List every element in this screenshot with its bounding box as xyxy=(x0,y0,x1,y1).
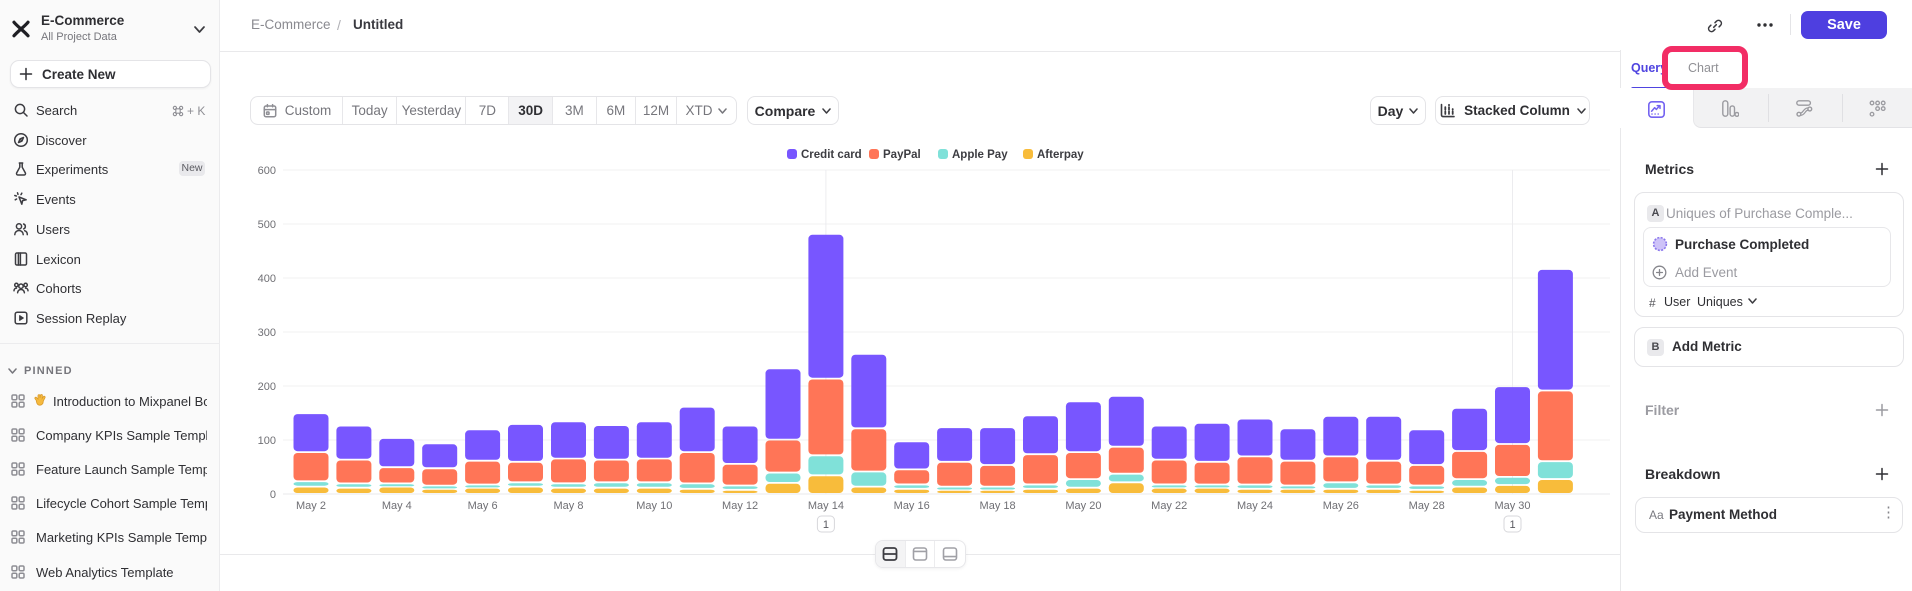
svg-text:1: 1 xyxy=(1509,519,1515,531)
svg-text:Credit card: Credit card xyxy=(801,149,862,161)
svg-text:PayPal: PayPal xyxy=(883,149,921,161)
svg-text:300: 300 xyxy=(258,327,276,339)
svg-text:200: 200 xyxy=(258,381,276,393)
svg-text:May 16: May 16 xyxy=(894,500,930,512)
svg-text:Apple Pay: Apple Pay xyxy=(952,149,1008,161)
svg-text:May 18: May 18 xyxy=(980,500,1016,512)
svg-text:Afterpay: Afterpay xyxy=(1037,149,1084,161)
svg-text:May 10: May 10 xyxy=(636,500,672,512)
svg-text:May 20: May 20 xyxy=(1065,500,1101,512)
svg-text:0: 0 xyxy=(270,489,276,501)
svg-text:May 6: May 6 xyxy=(468,500,498,512)
svg-text:May 8: May 8 xyxy=(554,500,584,512)
svg-text:May 28: May 28 xyxy=(1409,500,1445,512)
svg-text:May 2: May 2 xyxy=(296,500,326,512)
svg-text:1: 1 xyxy=(823,519,829,531)
svg-text:May 4: May 4 xyxy=(382,500,412,512)
svg-text:400: 400 xyxy=(258,273,276,285)
svg-text:May 24: May 24 xyxy=(1237,500,1273,512)
svg-text:May 26: May 26 xyxy=(1323,500,1359,512)
svg-text:500: 500 xyxy=(258,219,276,231)
svg-text:May 22: May 22 xyxy=(1151,500,1187,512)
svg-text:May 30: May 30 xyxy=(1494,500,1530,512)
svg-text:May 12: May 12 xyxy=(722,500,758,512)
svg-text:600: 600 xyxy=(258,165,276,177)
svg-text:100: 100 xyxy=(258,435,276,447)
svg-text:May 14: May 14 xyxy=(808,500,844,512)
